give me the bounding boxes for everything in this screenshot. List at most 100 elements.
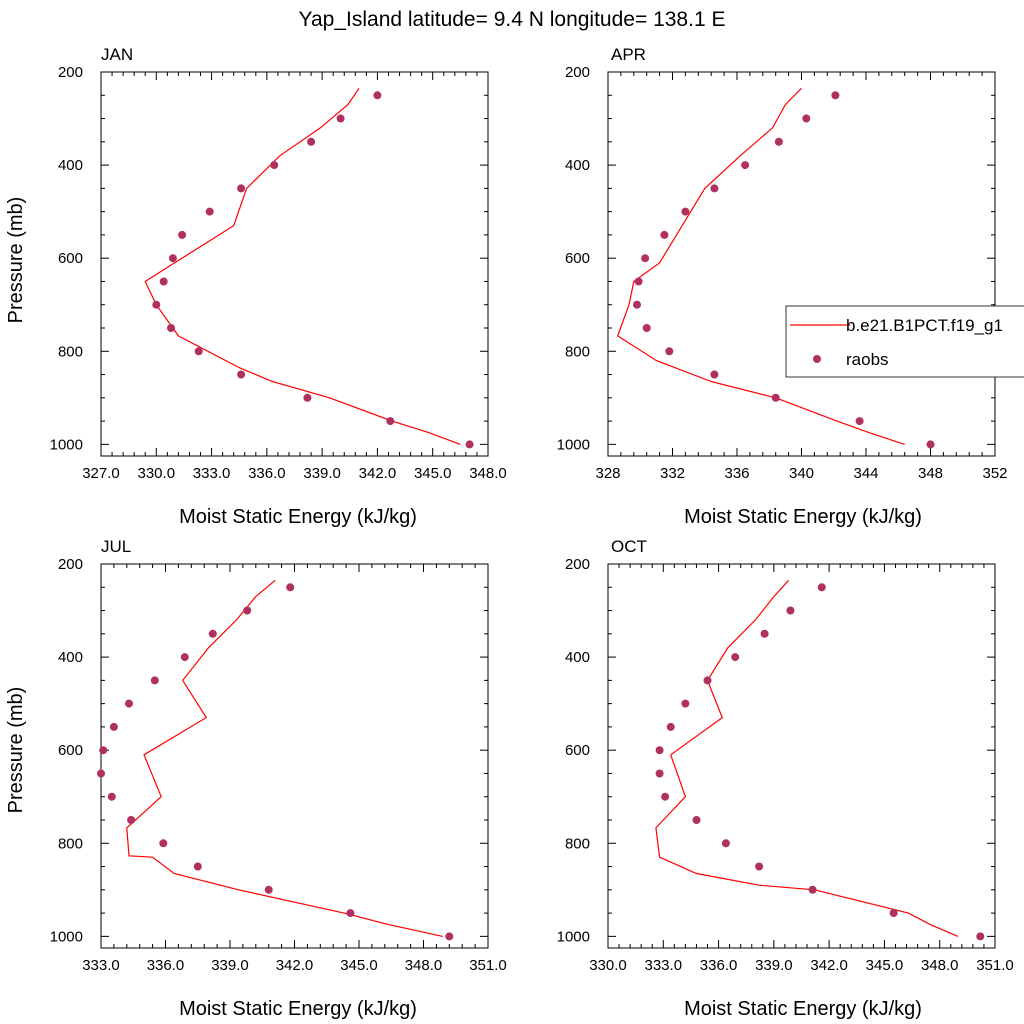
y-axis-label-jan: Pressure (mb) bbox=[5, 197, 27, 324]
panel-apr: APR Moist Static Energy (kJ/kg) 328 332 33… bbox=[557, 45, 1008, 528]
y-tick-label-apr: 800 bbox=[565, 343, 590, 360]
y-tick-label-jan: 600 bbox=[58, 250, 83, 267]
y-tick-label-jan: 1000 bbox=[50, 436, 83, 453]
raobs-point-oct bbox=[681, 699, 690, 708]
raobs-point-apr bbox=[926, 440, 935, 449]
y-tick-label-jan: 200 bbox=[58, 64, 83, 81]
raobs-point-jul bbox=[243, 606, 252, 615]
panel-jul: JUL Moist Static Energy (kJ/kg) Pressure… bbox=[5, 537, 507, 1020]
x-tick-label-apr: 332 bbox=[660, 465, 685, 482]
raobs-point-jul bbox=[193, 862, 202, 871]
raobs-point-jan bbox=[167, 324, 175, 332]
x-tick-label-jul: 351.0 bbox=[469, 957, 507, 974]
x-axis-label-jan: Moist Static Energy (kJ/kg) bbox=[179, 506, 417, 528]
x-tick-label-apr: 336 bbox=[724, 465, 749, 482]
legend-box bbox=[785, 305, 1024, 378]
raobs-point-apr bbox=[802, 114, 811, 123]
y-tick-label-oct: 1000 bbox=[557, 928, 590, 945]
raobs-point-jan bbox=[336, 114, 345, 123]
raobs-point-apr bbox=[855, 417, 864, 426]
x-tick-label-jul: 345.0 bbox=[340, 957, 378, 974]
raobs-point-oct bbox=[661, 792, 670, 801]
panel-title-apr: APR bbox=[611, 45, 646, 64]
plot-frame-oct bbox=[607, 563, 996, 949]
x-tick-label-oct: 351.0 bbox=[976, 957, 1014, 974]
raobs-point-jan bbox=[237, 370, 246, 379]
raobs-point-jan bbox=[465, 440, 474, 449]
raobs-point-jan bbox=[194, 347, 203, 356]
raobs-point-oct bbox=[703, 676, 712, 685]
x-tick-label-oct: 339.0 bbox=[755, 957, 793, 974]
raobs-point-jul bbox=[109, 722, 118, 731]
raobs-point-jan bbox=[237, 184, 246, 193]
raobs-point-jan bbox=[303, 393, 312, 402]
raobs-point-oct bbox=[655, 746, 664, 755]
raobs-point-oct bbox=[655, 769, 664, 778]
raobs-point-apr bbox=[681, 207, 690, 216]
raobs-point-oct bbox=[808, 885, 817, 894]
legend-obs-marker-swatch bbox=[813, 355, 821, 363]
raobs-point-oct bbox=[731, 653, 740, 662]
raobs-point-oct bbox=[817, 583, 826, 592]
raobs-point-jan bbox=[373, 91, 382, 100]
x-tick-label-jul: 348.0 bbox=[405, 957, 443, 974]
model-line-apr bbox=[616, 87, 905, 445]
x-axis-label-jul: Moist Static Energy (kJ/kg) bbox=[179, 998, 417, 1020]
y-tick-label-apr: 600 bbox=[565, 250, 590, 267]
x-tick-label-oct: 345.0 bbox=[866, 957, 904, 974]
y-tick-label-oct: 800 bbox=[565, 835, 590, 852]
raobs-point-apr bbox=[634, 277, 643, 286]
raobs-point-jul bbox=[286, 583, 295, 592]
raobs-point-jul bbox=[346, 909, 355, 918]
raobs-point-jul bbox=[125, 699, 133, 708]
raobs-point-oct bbox=[721, 839, 730, 848]
raobs-point-jul bbox=[150, 676, 159, 685]
panel-oct: OCT Moist Static Energy (kJ/kg) 330.0 333… bbox=[557, 537, 1014, 1020]
y-tick-label-oct: 200 bbox=[565, 556, 590, 573]
x-axis-label-oct: Moist Static Energy (kJ/kg) bbox=[684, 998, 922, 1020]
raobs-point-apr bbox=[660, 230, 669, 239]
raobs-point-jul bbox=[99, 746, 108, 755]
raobs-point-jan bbox=[168, 254, 177, 263]
raobs-point-apr bbox=[710, 370, 719, 379]
x-tick-label-oct: 333.0 bbox=[645, 957, 683, 974]
raobs-point-apr bbox=[774, 137, 783, 146]
model-line-jan bbox=[144, 87, 461, 445]
y-tick-label-jul: 600 bbox=[58, 742, 83, 759]
raobs-point-jul bbox=[180, 653, 189, 662]
y-axis-label-jul: Pressure (mb) bbox=[5, 687, 27, 814]
raobs-point-oct bbox=[889, 909, 898, 918]
raobs-point-jul bbox=[445, 932, 454, 941]
panel-title-jul: JUL bbox=[101, 537, 131, 556]
x-tick-label-jan: 327.0 bbox=[82, 465, 120, 482]
raobs-point-apr bbox=[771, 393, 780, 402]
plot-frame-jul bbox=[100, 563, 489, 949]
raobs-point-oct bbox=[692, 816, 701, 824]
raobs-point-jan bbox=[159, 277, 168, 286]
x-tick-label-apr: 328 bbox=[595, 465, 620, 482]
y-tick-label-apr: 1000 bbox=[557, 436, 590, 453]
raobs-point-jul bbox=[208, 629, 217, 638]
model-line-jul bbox=[126, 579, 443, 937]
raobs-point-jul bbox=[159, 839, 168, 848]
raobs-point-jul bbox=[127, 816, 136, 824]
x-tick-label-apr: 348 bbox=[918, 465, 943, 482]
x-tick-label-jul: 339.0 bbox=[211, 957, 249, 974]
x-tick-label-jul: 336.0 bbox=[147, 957, 185, 974]
raobs-point-oct bbox=[760, 629, 769, 638]
y-tick-label-apr: 400 bbox=[565, 157, 590, 174]
raobs-point-jan bbox=[270, 161, 279, 170]
plot-frame-jan bbox=[100, 71, 489, 457]
raobs-point-oct bbox=[666, 722, 675, 731]
y-tick-label-jan: 400 bbox=[58, 157, 83, 174]
y-tick-label-oct: 400 bbox=[565, 649, 590, 666]
raobs-point-apr bbox=[642, 324, 651, 332]
y-tick-label-jan: 800 bbox=[58, 343, 83, 360]
raobs-point-jan bbox=[307, 137, 316, 146]
legend-obs-label: raobs bbox=[846, 350, 889, 369]
x-tick-label-jan: 348.0 bbox=[469, 465, 507, 482]
panel-jan: JAN Moist Static Energy (kJ/kg) Pressure… bbox=[5, 45, 507, 528]
raobs-point-apr bbox=[831, 91, 840, 100]
x-axis-label-apr: Moist Static Energy (kJ/kg) bbox=[684, 506, 922, 528]
x-tick-label-oct: 336.0 bbox=[700, 957, 738, 974]
